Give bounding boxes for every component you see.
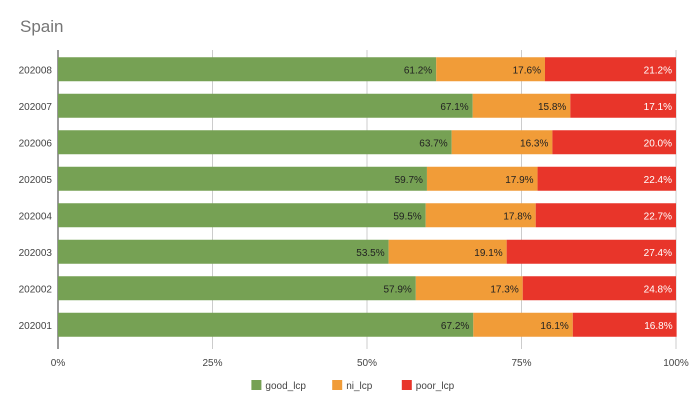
data-label: 17.1% (644, 102, 672, 113)
bar-segment-good_lcp (58, 312, 474, 337)
bar-segment-ni_lcp (473, 312, 573, 337)
bar-segment-good_lcp (58, 166, 427, 191)
bar-segment-ni_lcp (451, 130, 553, 155)
legend-label: poor_lcp (416, 381, 455, 392)
bar-segment-ni_lcp (388, 239, 507, 264)
data-label: 59.5% (393, 211, 421, 222)
legend-label: ni_lcp (346, 381, 373, 392)
data-label: 24.8% (644, 284, 672, 295)
bar-segment-good_lcp (58, 93, 473, 118)
bar-segment-ni_lcp (436, 57, 545, 82)
data-label: 59.7% (395, 175, 423, 186)
data-label: 22.7% (644, 211, 672, 222)
x-tick-label: 75% (511, 358, 531, 369)
bar-segment-ni_lcp (472, 93, 571, 118)
y-category-label: 202006 (19, 138, 53, 149)
legend-swatch-good_lcp (251, 380, 262, 390)
x-tick-label: 100% (663, 358, 689, 369)
bar-segment-poor_lcp (570, 93, 676, 118)
data-label: 17.8% (503, 211, 531, 222)
x-tick-label: 25% (202, 358, 222, 369)
bar-segment-good_lcp (58, 203, 426, 228)
data-label: 57.9% (383, 284, 411, 295)
data-label: 16.1% (540, 321, 568, 332)
data-label: 22.4% (644, 175, 672, 186)
y-category-label: 202007 (19, 102, 53, 113)
bar-segment-ni_lcp (415, 276, 523, 301)
x-tick-label: 50% (357, 358, 377, 369)
data-label: 21.2% (644, 65, 672, 76)
y-category-label: 202004 (19, 211, 53, 222)
bar-segment-poor_lcp (552, 130, 676, 155)
data-label: 53.5% (356, 248, 384, 259)
data-label: 63.7% (419, 138, 447, 149)
bar-segment-good_lcp (58, 276, 416, 301)
y-category-label: 202001 (19, 321, 53, 332)
data-label: 16.3% (520, 138, 548, 149)
y-category-label: 202002 (19, 284, 53, 295)
data-label: 67.2% (441, 321, 469, 332)
bar-segment-good_lcp (58, 57, 437, 82)
bar-segment-ni_lcp (425, 203, 536, 228)
legend-label: good_lcp (265, 381, 306, 392)
bar-segment-poor_lcp (544, 57, 676, 82)
data-label: 17.9% (505, 175, 533, 186)
data-label: 20.0% (644, 138, 672, 149)
data-label: 15.8% (538, 102, 566, 113)
bar-segment-poor_lcp (537, 166, 676, 191)
data-label: 19.1% (474, 248, 502, 259)
data-label: 67.1% (440, 102, 468, 113)
x-tick-label: 0% (51, 358, 66, 369)
bar-segment-good_lcp (58, 239, 389, 264)
chart-title: Spain (20, 17, 64, 36)
data-label: 61.2% (404, 65, 432, 76)
bar-segment-poor_lcp (572, 312, 677, 337)
bar-segment-poor_lcp (506, 239, 676, 264)
y-category-label: 202005 (19, 175, 53, 186)
y-category-label: 202008 (19, 65, 53, 76)
bar-segment-poor_lcp (522, 276, 676, 301)
data-label: 16.8% (644, 321, 672, 332)
bar-segment-good_lcp (58, 130, 452, 155)
data-label: 17.3% (490, 284, 518, 295)
bar-segment-poor_lcp (535, 203, 676, 228)
data-label: 17.6% (513, 65, 541, 76)
data-label: 27.4% (644, 248, 672, 259)
legend-swatch-ni_lcp (332, 380, 343, 390)
legend-swatch-poor_lcp (401, 380, 412, 390)
bar-segment-ni_lcp (426, 166, 538, 191)
y-category-label: 202003 (19, 248, 53, 259)
